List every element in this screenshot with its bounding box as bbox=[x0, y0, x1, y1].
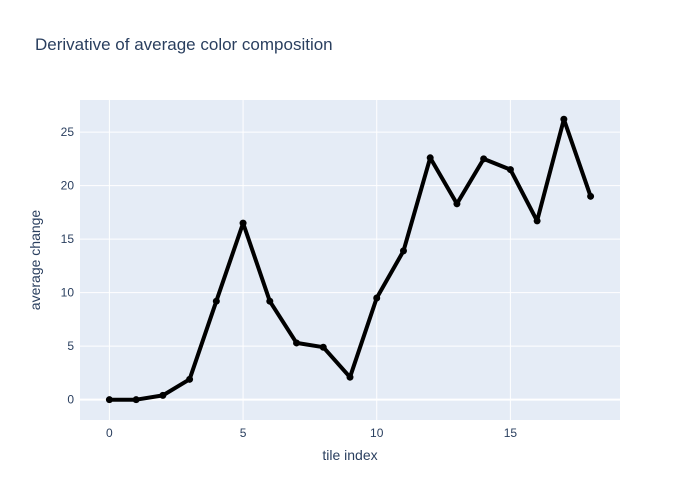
chart-title: Derivative of average color composition bbox=[35, 35, 333, 54]
data-point[interactable] bbox=[212, 297, 220, 305]
data-point[interactable] bbox=[373, 294, 381, 302]
data-point[interactable] bbox=[266, 297, 274, 305]
x-axis-title: tile index bbox=[322, 447, 377, 463]
data-point[interactable] bbox=[346, 373, 354, 381]
data-point[interactable] bbox=[159, 391, 167, 399]
x-tick-label: 0 bbox=[106, 426, 113, 440]
x-tick-label: 15 bbox=[504, 426, 518, 440]
data-point[interactable] bbox=[399, 247, 407, 255]
tick-labels: 0 5 10 15 0 5 10 15 20 25 bbox=[61, 125, 518, 440]
data-point[interactable] bbox=[105, 396, 113, 404]
x-tick-label: 5 bbox=[240, 426, 247, 440]
x-tick-label: 10 bbox=[370, 426, 384, 440]
data-point[interactable] bbox=[587, 192, 595, 200]
y-tick-label: 5 bbox=[67, 339, 74, 353]
data-point[interactable] bbox=[533, 217, 541, 225]
data-point[interactable] bbox=[319, 343, 327, 351]
data-point[interactable] bbox=[453, 200, 461, 208]
data-point[interactable] bbox=[186, 375, 194, 383]
data-point[interactable] bbox=[426, 154, 434, 162]
data-point[interactable] bbox=[506, 166, 514, 174]
series-layer bbox=[105, 115, 595, 404]
data-point[interactable] bbox=[560, 115, 568, 123]
plot-area bbox=[80, 100, 620, 420]
data-point[interactable] bbox=[239, 219, 247, 227]
y-tick-label: 20 bbox=[61, 179, 75, 193]
y-tick-label: 0 bbox=[67, 393, 74, 407]
y-tick-label: 15 bbox=[61, 232, 75, 246]
y-tick-label: 25 bbox=[61, 125, 75, 139]
y-axis-title: average change bbox=[27, 210, 43, 311]
grid-lines bbox=[80, 100, 620, 420]
data-point[interactable] bbox=[480, 155, 488, 163]
data-point[interactable] bbox=[132, 396, 140, 404]
data-point[interactable] bbox=[293, 339, 301, 347]
y-tick-label: 10 bbox=[61, 286, 75, 300]
